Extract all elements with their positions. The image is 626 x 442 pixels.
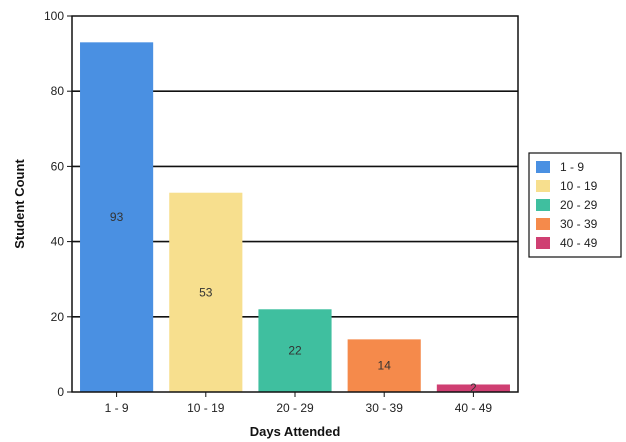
bar-1 [80,42,154,392]
legend: 1 - 9 10 - 19 20 - 29 30 - 39 40 - 49 [528,152,622,258]
x-tick-label: 40 - 49 [455,401,493,415]
y-axis-ticks: 0 20 40 60 80 100 [44,9,72,399]
legend-swatch [536,218,550,230]
legend-items: 1 - 9 10 - 19 20 - 29 30 - 39 40 - 49 [536,160,598,250]
bar-3 [258,309,332,392]
legend-swatch [536,199,550,211]
y-axis-title: Student Count [12,159,27,249]
bar-5 [436,384,510,392]
y-tick-label: 0 [57,385,64,399]
y-tick-label: 20 [51,310,65,324]
legend-swatch [536,161,550,173]
bar-value-label: 14 [378,359,392,373]
bar-value-label: 53 [199,285,213,299]
y-tick-label: 100 [44,9,64,23]
legend-swatch [536,237,550,249]
x-tick-label: 10 - 19 [187,401,225,415]
legend-swatch [536,180,550,192]
x-axis-ticks: 1 - 9 10 - 19 20 - 29 30 - 39 40 - 49 [105,392,493,415]
legend-label: 1 - 9 [560,160,584,174]
y-tick-label: 40 [51,235,65,249]
x-axis-title: Days Attended [250,424,341,439]
legend-label: 40 - 49 [560,236,598,250]
bar-value-label: 2 [470,381,477,395]
x-tick-label: 1 - 9 [105,401,129,415]
bar-value-labels: 93 53 22 14 2 [110,210,477,395]
y-tick-label: 80 [51,84,65,98]
bars [80,42,510,392]
bar-4 [347,339,421,392]
legend-label: 30 - 39 [560,217,598,231]
x-tick-label: 20 - 29 [276,401,314,415]
bar-value-label: 93 [110,210,124,224]
legend-label: 20 - 29 [560,198,598,212]
bar-value-label: 22 [288,344,302,358]
legend-label: 10 - 19 [560,179,598,193]
y-tick-label: 60 [51,159,65,173]
x-tick-label: 30 - 39 [366,401,404,415]
bar-2 [169,192,243,392]
